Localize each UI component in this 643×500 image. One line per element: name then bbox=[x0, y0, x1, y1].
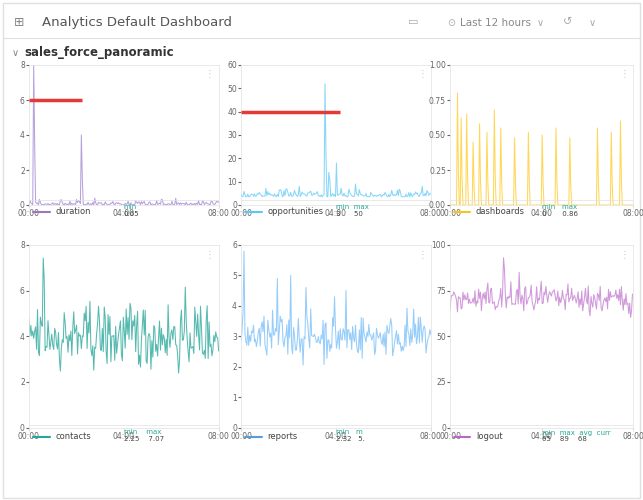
Text: sales_force_panoramic: sales_force_panoramic bbox=[24, 46, 174, 59]
Text: min  max  avg  curr: min max avg curr bbox=[541, 430, 610, 436]
Text: ↺: ↺ bbox=[563, 18, 572, 28]
Text: 2.25    7.07: 2.25 7.07 bbox=[123, 436, 164, 442]
Text: contacts: contacts bbox=[55, 432, 91, 441]
Text: reports: reports bbox=[267, 432, 298, 441]
Text: 3      50: 3 50 bbox=[336, 211, 363, 217]
Text: ⋮: ⋮ bbox=[417, 69, 427, 79]
Text: min   max: min max bbox=[541, 204, 577, 210]
Text: Analytics Default Dashboard: Analytics Default Dashboard bbox=[42, 16, 231, 29]
Text: ⊙: ⊙ bbox=[447, 18, 455, 28]
Text: ⋮: ⋮ bbox=[205, 250, 215, 260]
Text: ⋮: ⋮ bbox=[205, 69, 215, 79]
Text: opportunities: opportunities bbox=[267, 207, 324, 216]
Text: ∨: ∨ bbox=[12, 48, 19, 58]
Text: Last 12 hours: Last 12 hours bbox=[460, 18, 530, 28]
Text: ▭: ▭ bbox=[408, 18, 419, 28]
Text: min: min bbox=[123, 204, 137, 210]
Text: min    max: min max bbox=[123, 430, 161, 436]
Text: dashboards: dashboards bbox=[476, 207, 525, 216]
Text: min  max: min max bbox=[336, 204, 369, 210]
Text: ∨: ∨ bbox=[537, 18, 544, 28]
Text: ⋮: ⋮ bbox=[417, 250, 427, 260]
Text: 2.32   5.: 2.32 5. bbox=[336, 436, 365, 442]
Text: 65    89    68: 65 89 68 bbox=[541, 436, 586, 442]
Text: logout: logout bbox=[476, 432, 502, 441]
Text: 0.65: 0.65 bbox=[123, 211, 140, 217]
Text: ⋮: ⋮ bbox=[620, 69, 629, 79]
Text: 0       0.86: 0 0.86 bbox=[541, 211, 577, 217]
Text: ∨: ∨ bbox=[588, 18, 595, 28]
Text: ⋮: ⋮ bbox=[620, 250, 629, 260]
Text: ⊞: ⊞ bbox=[14, 16, 24, 29]
Text: min   m: min m bbox=[336, 430, 363, 436]
Text: duration: duration bbox=[55, 207, 91, 216]
